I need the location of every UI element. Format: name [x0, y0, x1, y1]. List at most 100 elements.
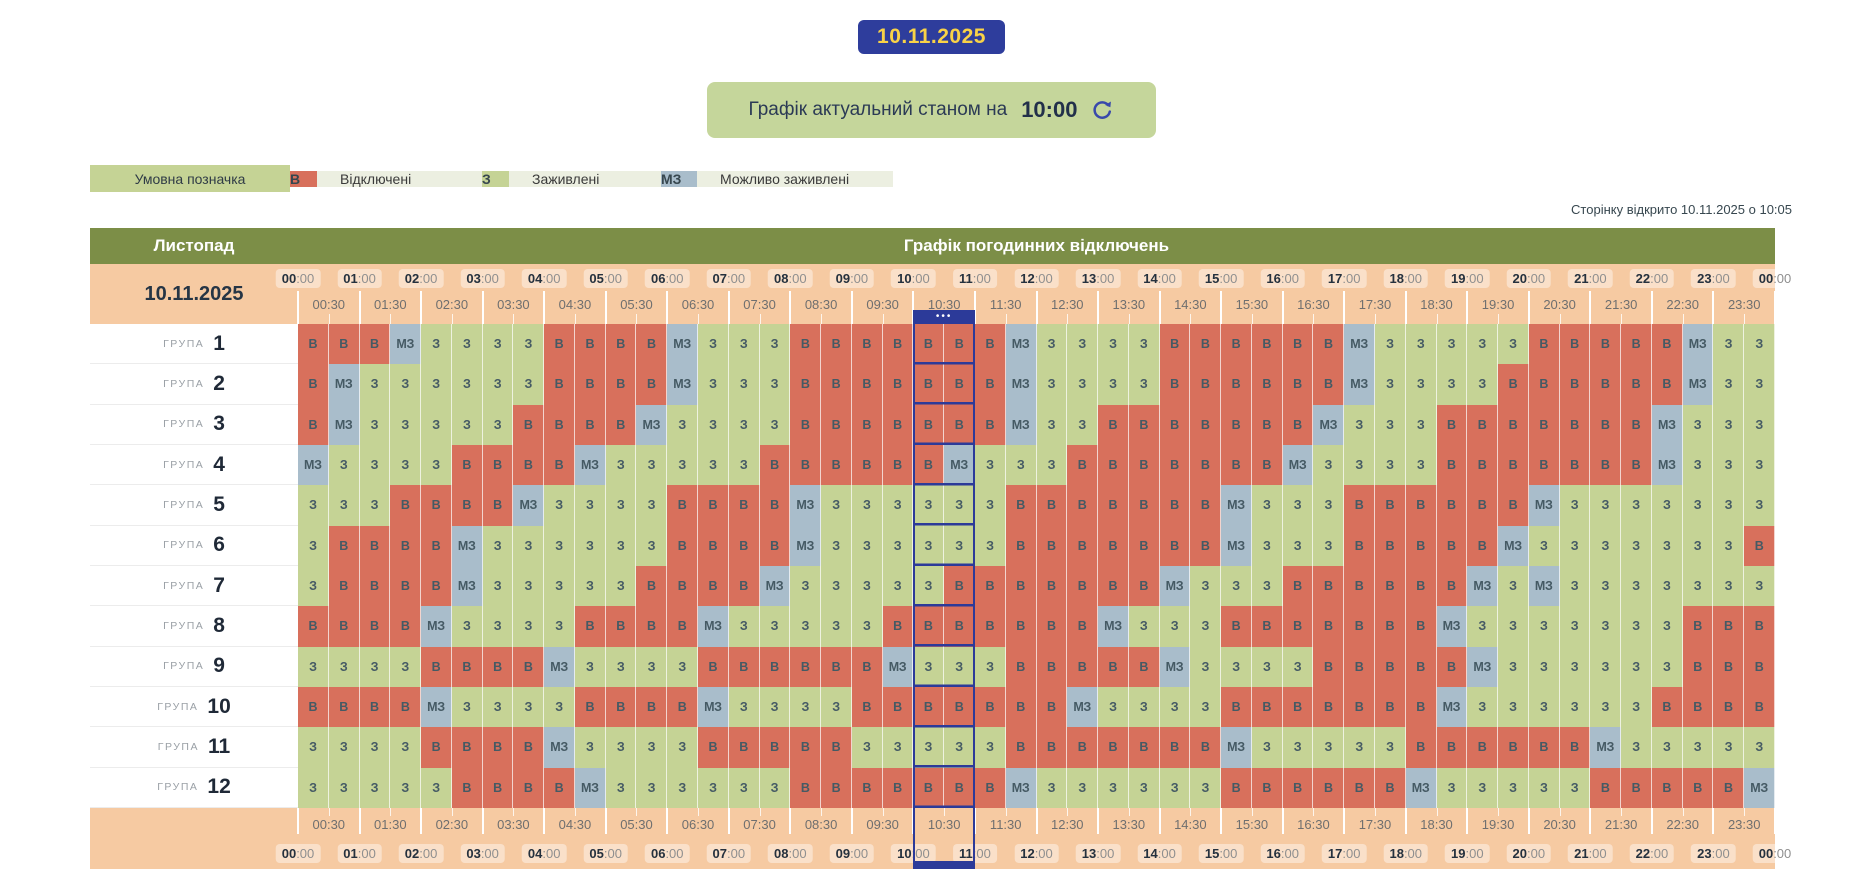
- schedule-cell: З: [667, 646, 699, 687]
- schedule-cell: МЗ: [1221, 485, 1252, 526]
- group-row-7: ГРУПА 7 З В В В В МЗ З З З З З В В В В МЗ З З З З З В В В В В В В МЗ З З…: [90, 565, 1775, 607]
- schedule-cell: З: [821, 606, 852, 647]
- schedule-cell: З: [359, 767, 391, 808]
- schedule-cell: МЗ: [328, 364, 360, 405]
- schedule-cell: В: [1098, 444, 1129, 486]
- schedule-cell: З: [390, 404, 422, 445]
- schedule-cell: З: [390, 646, 422, 687]
- schedule-cell: В: [1128, 565, 1160, 607]
- schedule-cell: В: [1159, 404, 1191, 445]
- schedule-cell: В: [1528, 727, 1560, 768]
- group-label-10: ГРУПА 10: [90, 686, 298, 728]
- schedule-table: Листопад Графік погодинних відключень 10…: [90, 228, 1798, 869]
- schedule-cell: З: [1590, 525, 1622, 566]
- schedule-cell: В: [1498, 404, 1529, 445]
- hour-label: 13:00: [1075, 843, 1121, 863]
- schedule-cell: В: [1313, 565, 1345, 607]
- hour-label: 17:00: [1321, 269, 1367, 288]
- schedule-cell: З: [1651, 485, 1683, 526]
- group-row-10: ГРУПА 10 В В В В МЗ З З З З В В В В МЗ З З З З В В В В В В В МЗ З З З З…: [90, 686, 1775, 728]
- schedule-cell: В: [882, 404, 914, 445]
- legend-label-1: Заживлені: [509, 170, 661, 187]
- schedule-cell: З: [636, 485, 668, 526]
- schedule-cell: В: [605, 324, 637, 365]
- schedule-cell: З: [1374, 364, 1406, 405]
- schedule-cell: В: [1528, 444, 1560, 486]
- schedule-cell: З: [974, 646, 1006, 687]
- schedule-cell: З: [298, 565, 329, 607]
- schedule-cell: В: [974, 364, 1006, 405]
- half-hour-label: 16:30: [1297, 816, 1330, 832]
- schedule-cell: В: [974, 686, 1006, 728]
- schedule-cell: В: [328, 606, 360, 647]
- schedule-cell: В: [421, 727, 452, 768]
- schedule-cell: З: [1713, 404, 1745, 445]
- schedule-cell: З: [1098, 767, 1129, 808]
- schedule-cell: З: [1498, 565, 1529, 607]
- schedule-cell: З: [759, 324, 791, 365]
- schedule-cell: В: [1067, 444, 1099, 486]
- schedule-cell: В: [1282, 565, 1314, 607]
- schedule-cell: З: [605, 646, 637, 687]
- schedule-cell: З: [1682, 525, 1714, 566]
- schedule-cell: З: [1159, 686, 1191, 728]
- schedule-cell: В: [1405, 565, 1437, 607]
- schedule-cell: З: [544, 565, 575, 607]
- schedule-cell: В: [451, 727, 483, 768]
- group-row-3: ГРУПА 3 В МЗ З З З З З В В В В МЗ З З З З В В В В В В В МЗ З З В В В В В…: [90, 404, 1775, 445]
- schedule-cell: В: [1436, 525, 1468, 566]
- schedule-cell: В: [698, 646, 729, 687]
- schedule-cell: В: [1036, 485, 1068, 526]
- schedule-cell: З: [574, 485, 606, 526]
- hour-label: 23:00: [1691, 843, 1736, 863]
- schedule-cell: В: [1344, 686, 1375, 728]
- schedule-cell: В: [1005, 646, 1037, 687]
- schedule-cell: В: [1713, 686, 1745, 728]
- schedule-cell: З: [821, 525, 852, 566]
- hour-label: 05:00: [583, 269, 628, 288]
- schedule-cell: МЗ: [1682, 364, 1714, 405]
- schedule-cell: З: [1282, 485, 1314, 526]
- schedule-cell: З: [298, 727, 329, 768]
- hour-label: 19:00: [1445, 843, 1490, 863]
- schedule-cell: З: [1744, 485, 1775, 526]
- half-hour-label: 02:30: [435, 816, 469, 832]
- half-hour-label: 03:30: [497, 297, 530, 312]
- schedule-cell: МЗ: [1344, 324, 1375, 365]
- half-hour-label: 19:30: [1481, 816, 1515, 832]
- date-badge[interactable]: 10.11.2025: [858, 20, 1005, 54]
- schedule-cell: З: [605, 727, 637, 768]
- schedule-cell: В: [667, 606, 699, 647]
- schedule-cell: В: [790, 646, 822, 687]
- group-label-5: ГРУПА 5: [90, 485, 298, 526]
- schedule-cell: З: [759, 364, 791, 405]
- refresh-icon[interactable]: [1091, 99, 1114, 122]
- schedule-cell: З: [1498, 606, 1529, 647]
- schedule-cell: В: [1005, 525, 1037, 566]
- half-hour-label: 17:30: [1358, 297, 1392, 312]
- schedule-cell: В: [636, 686, 668, 728]
- schedule-cell: З: [636, 727, 668, 768]
- half-hour-label: 11:30: [989, 297, 1022, 312]
- schedule-cell: МЗ: [667, 324, 699, 365]
- schedule-cell: З: [974, 525, 1006, 566]
- schedule-cell: В: [944, 606, 975, 647]
- schedule-cell: З: [482, 364, 514, 405]
- half-hour-label: 11:30: [989, 816, 1022, 832]
- schedule-cell: З: [913, 646, 945, 687]
- schedule-cell: В: [574, 606, 606, 647]
- schedule-cell: З: [513, 364, 545, 405]
- schedule-cell: В: [1467, 404, 1499, 445]
- schedule-cell: З: [328, 646, 360, 687]
- schedule-cell: В: [1190, 324, 1222, 365]
- hour-label: 13:00: [1075, 269, 1121, 288]
- schedule-cell: З: [359, 444, 391, 486]
- schedule-cell: В: [913, 444, 945, 486]
- schedule-cell: З: [605, 525, 637, 566]
- schedule-cell: З: [728, 444, 760, 486]
- schedule-cell: В: [1282, 767, 1314, 808]
- half-hour-label: 00:30: [312, 816, 346, 832]
- schedule-cell: З: [1436, 324, 1468, 365]
- schedule-cell: З: [759, 686, 791, 728]
- schedule-cell: В: [1436, 485, 1468, 526]
